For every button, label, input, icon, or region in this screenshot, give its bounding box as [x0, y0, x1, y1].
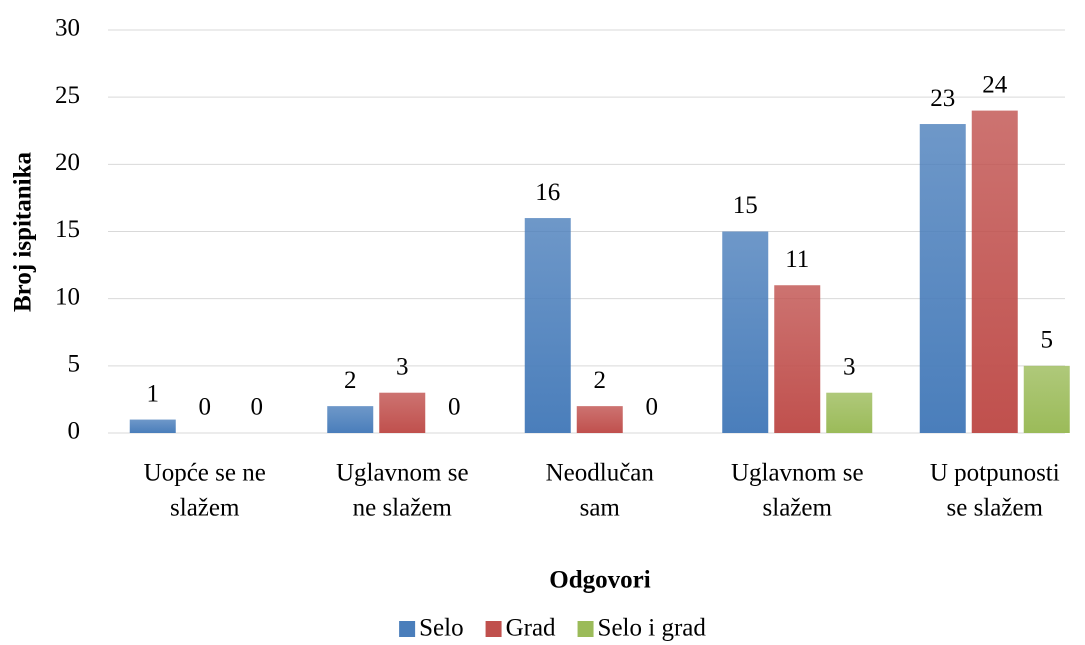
y-tick-label: 5	[68, 351, 81, 378]
value-label: 1	[147, 380, 160, 407]
value-label: 5	[1041, 327, 1054, 354]
y-axis-title: Broj ispitanika	[10, 152, 37, 312]
value-label: 23	[930, 85, 955, 112]
value-label: 16	[535, 179, 560, 206]
bar	[722, 231, 769, 433]
value-label: 3	[843, 353, 856, 380]
x-tick-label: slažem	[170, 495, 240, 522]
value-label: 0	[199, 394, 212, 421]
x-tick-label: sam	[580, 495, 621, 522]
value-label: 11	[785, 246, 809, 273]
y-tick-label: 15	[55, 216, 80, 243]
value-label: 24	[982, 71, 1008, 98]
y-tick-label: 25	[55, 82, 80, 109]
bar	[576, 406, 623, 433]
x-tick-label: Uopće se ne	[144, 460, 266, 487]
bar	[129, 419, 176, 433]
value-label: 0	[646, 394, 659, 421]
value-label: 15	[733, 192, 758, 219]
legend-swatch	[399, 621, 416, 637]
x-tick-label: U potpunosti	[930, 460, 1060, 487]
value-label: 3	[396, 353, 409, 380]
y-tick-label: 10	[55, 283, 80, 310]
x-tick-label: slažem	[763, 495, 833, 522]
x-tick-label: se slažem	[947, 495, 1044, 522]
bar	[327, 406, 374, 433]
legend-swatch	[485, 621, 502, 637]
bar	[774, 285, 821, 433]
x-tick-label: Uglavnom se	[731, 460, 864, 487]
y-tick-label: 30	[55, 15, 80, 42]
y-tick-label: 0	[68, 418, 81, 445]
x-tick-label: Uglavnom se	[336, 460, 469, 487]
legend-swatch	[577, 621, 594, 637]
x-tick-label: Neodlučan	[546, 460, 655, 487]
value-label: 0	[448, 394, 461, 421]
value-label: 0	[251, 394, 264, 421]
bar	[971, 110, 1018, 433]
x-axis-title: Odgovori	[549, 567, 650, 594]
legend-label: Selo i grad	[598, 615, 707, 642]
bar	[379, 392, 426, 433]
legend-label: Selo	[419, 615, 463, 642]
bar	[524, 218, 571, 433]
legend-label: Grad	[506, 615, 556, 642]
bar	[1023, 365, 1070, 433]
value-label: 2	[344, 367, 357, 394]
y-tick-label: 20	[55, 149, 80, 176]
bar	[826, 392, 873, 433]
x-tick-label: ne slažem	[353, 495, 453, 522]
bar	[919, 124, 966, 434]
legend: Selo Grad Selo i grad	[399, 615, 706, 642]
value-label: 2	[594, 367, 607, 394]
